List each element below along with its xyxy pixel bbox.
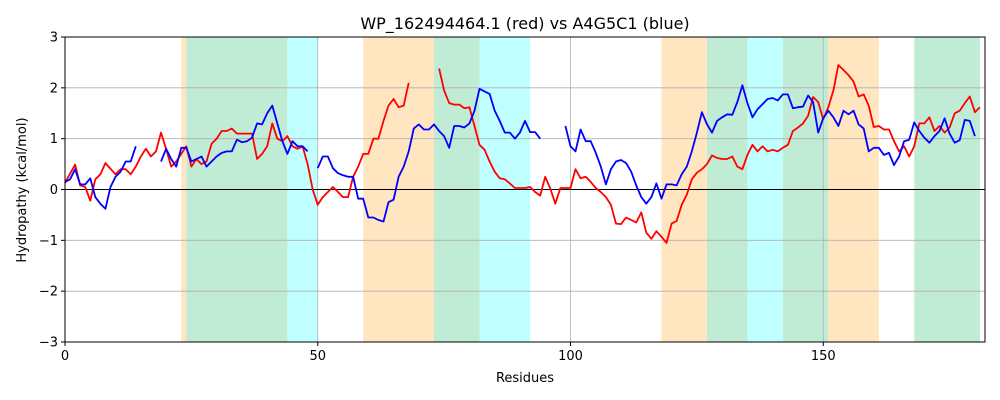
y-tick-label: 3: [50, 31, 58, 46]
series-0-segment-1: [438, 64, 981, 244]
series-1-segment-1: [160, 104, 309, 168]
series-1-segment-2: [316, 87, 541, 223]
series-lines: [64, 64, 981, 244]
x-tick-label: 0: [61, 349, 69, 364]
y-tick-label: −1: [39, 234, 58, 249]
y-tick-label: 0: [50, 183, 58, 198]
y-tick-label: 1: [50, 132, 58, 147]
x-axis-label: Residues: [496, 371, 554, 386]
series-1-segment-0: [64, 146, 137, 210]
chart-title: WP_162494464.1 (red) vs A4G5C1 (blue): [360, 14, 689, 34]
x-tick-label: 150: [811, 349, 836, 364]
series-1-segment-3: [564, 84, 976, 205]
y-tick-label: −2: [39, 285, 58, 300]
y-tick-label: 2: [50, 81, 58, 96]
y-axis-label: Hydropathy (kcal/mol): [15, 117, 30, 262]
series-0-segment-0: [64, 82, 410, 206]
x-axis-ticks: 0 50 100 150: [61, 342, 836, 364]
x-tick-label: 100: [558, 349, 583, 364]
y-tick-label: −3: [39, 336, 58, 351]
x-tick-label: 50: [309, 349, 326, 364]
y-axis-ticks: −3 −2 −1 0 1 2 3: [39, 31, 65, 351]
